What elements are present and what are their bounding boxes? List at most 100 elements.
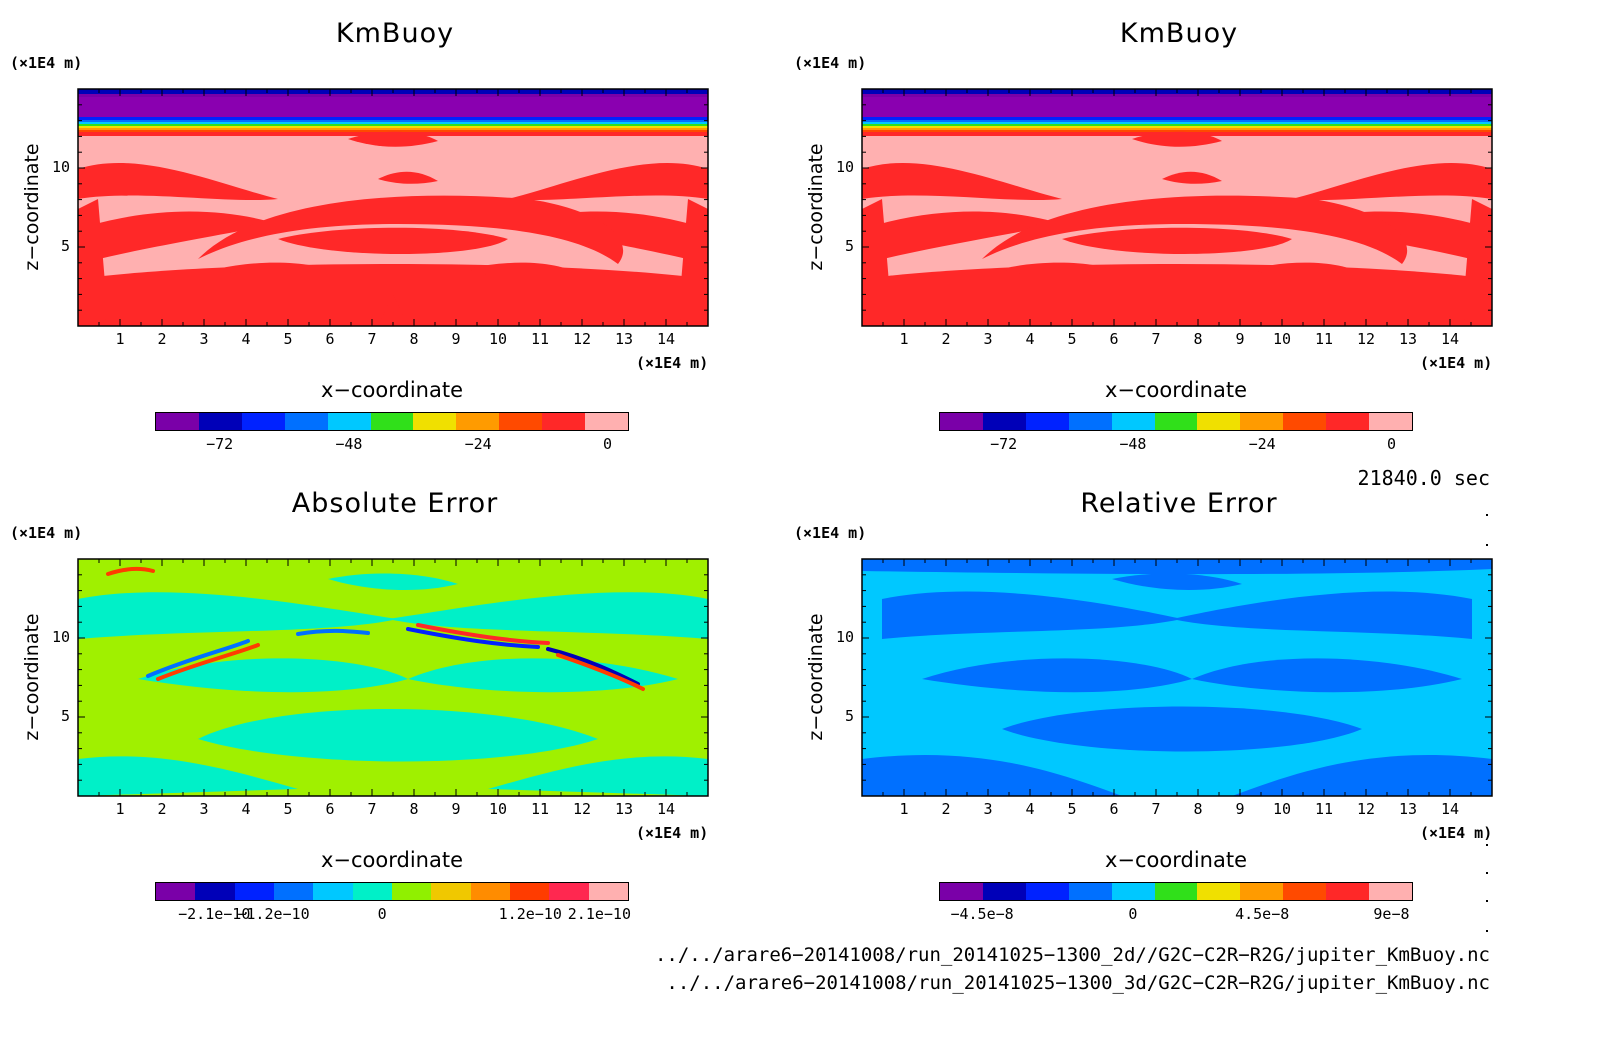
x-tick-label: 5 <box>283 330 293 348</box>
colorbar-segment <box>1025 413 1069 430</box>
colorbar-tick-label: −1.2e−10 <box>237 905 310 923</box>
x-tick-label: 6 <box>325 800 335 818</box>
y-tick-label: 5 <box>60 237 70 255</box>
y-unit-label: (×1E4 m) <box>794 524 867 542</box>
dot-marker <box>1486 544 1488 546</box>
x-tick-label: 4 <box>241 330 251 348</box>
plot-frame <box>77 88 709 327</box>
field-band <box>78 130 708 132</box>
x-tick-label: 7 <box>367 800 377 818</box>
field-band <box>862 124 1492 126</box>
error-streak <box>156 643 260 681</box>
x-tick-label: 2 <box>941 800 951 818</box>
x-tick-label: 7 <box>1151 800 1161 818</box>
x-tick-label: 12 <box>1356 330 1376 348</box>
x-axis-label: x−coordinate <box>320 378 464 402</box>
dot-marker <box>1486 872 1488 874</box>
field-band <box>862 130 1492 132</box>
dot-marker <box>1486 514 1488 516</box>
y-tick-label: 5 <box>844 237 854 255</box>
field-band <box>78 128 708 130</box>
field-region <box>78 592 398 639</box>
colorbar-segment <box>234 883 274 900</box>
colorbar-segment <box>982 883 1026 900</box>
colorbar-segment <box>198 413 242 430</box>
field-band <box>862 97 1492 117</box>
field-region <box>278 714 398 743</box>
colorbar-tick-label: −72 <box>206 435 234 453</box>
colorbar-segment <box>1326 883 1370 900</box>
x-tick-label: 10 <box>488 800 508 818</box>
field-band <box>78 126 708 128</box>
field-band <box>78 97 708 117</box>
colorbar-segment <box>1197 883 1241 900</box>
x-axis-label: x−coordinate <box>320 848 464 872</box>
x-tick-label: 11 <box>530 330 550 348</box>
colorbar-segment <box>542 413 586 430</box>
x-tick-label: 13 <box>1398 330 1418 348</box>
colorbar-tick-label: 4.5e−8 <box>1235 905 1290 923</box>
colorbar-segment <box>1111 413 1155 430</box>
colorbar-segment <box>509 883 550 900</box>
file-path-2d: ../../arare6−20141008/run_20141025−1300_… <box>654 944 1490 966</box>
colorbar-segment <box>1068 413 1112 430</box>
field-band <box>78 122 708 124</box>
colorbar-segment <box>327 413 371 430</box>
x-tick-label: 14 <box>656 800 676 818</box>
colorbar-tick-label: −4.5e−8 <box>950 905 1014 923</box>
x-unit-label: (×1E4 m) <box>1420 354 1493 372</box>
x-tick-label: 3 <box>199 330 209 348</box>
colorbar-segment <box>1283 413 1327 430</box>
colorbar-segment <box>391 883 432 900</box>
plot-area <box>861 88 1493 327</box>
x-tick-label: 13 <box>614 800 634 818</box>
field-region <box>348 131 438 147</box>
field-band <box>862 126 1492 128</box>
error-streak <box>146 639 250 678</box>
colorbar-segment <box>1025 883 1069 900</box>
x-tick-label: 4 <box>241 800 251 818</box>
field-region <box>408 658 678 693</box>
field-band <box>862 122 1492 124</box>
field-region <box>862 754 1122 796</box>
colorbar-segment <box>456 413 500 430</box>
colorbar-segment <box>499 413 543 430</box>
field-region <box>488 756 708 796</box>
colorbar-segment <box>1197 413 1241 430</box>
y-unit-label: (×1E4 m) <box>794 54 867 72</box>
field-region <box>862 199 892 326</box>
field-region <box>1162 171 1222 184</box>
x-tick-label: 12 <box>572 330 592 348</box>
chart-title: KmBuoy <box>1119 18 1239 49</box>
colorbar-segment <box>313 883 353 900</box>
colorbar-segment <box>1240 413 1284 430</box>
x-unit-label: (×1E4 m) <box>636 354 709 372</box>
x-tick-label: 5 <box>1067 330 1077 348</box>
field-region <box>78 199 108 326</box>
x-tick-label: 13 <box>614 330 634 348</box>
colorbar-tick-label: −2.1e−10 <box>178 905 251 923</box>
dot-marker <box>1486 930 1488 932</box>
field-region <box>278 227 508 254</box>
field-region <box>218 262 338 279</box>
y-tick-label: 10 <box>51 158 70 176</box>
colorbar-segment <box>241 413 285 430</box>
x-tick-label: 9 <box>1235 800 1245 818</box>
colorbar-segment <box>195 883 235 900</box>
field-region <box>468 262 578 279</box>
colorbar-segment <box>273 883 314 900</box>
colorbar-tick-label: −48 <box>1119 435 1147 453</box>
field-region <box>78 756 298 796</box>
field-region <box>982 195 1408 264</box>
x-tick-label: 10 <box>1272 800 1292 818</box>
field-region <box>1462 199 1492 326</box>
field-region <box>198 195 624 264</box>
dot-marker <box>1486 900 1488 902</box>
colorbar-segment <box>413 413 457 430</box>
field-band <box>862 128 1492 130</box>
field-band <box>862 120 1492 122</box>
error-streak <box>556 653 645 691</box>
y-tick-label: 10 <box>51 628 70 646</box>
colorbar-segment <box>940 413 983 430</box>
file-path-3d: ../../arare6−20141008/run_20141025−1300_… <box>666 972 1490 994</box>
